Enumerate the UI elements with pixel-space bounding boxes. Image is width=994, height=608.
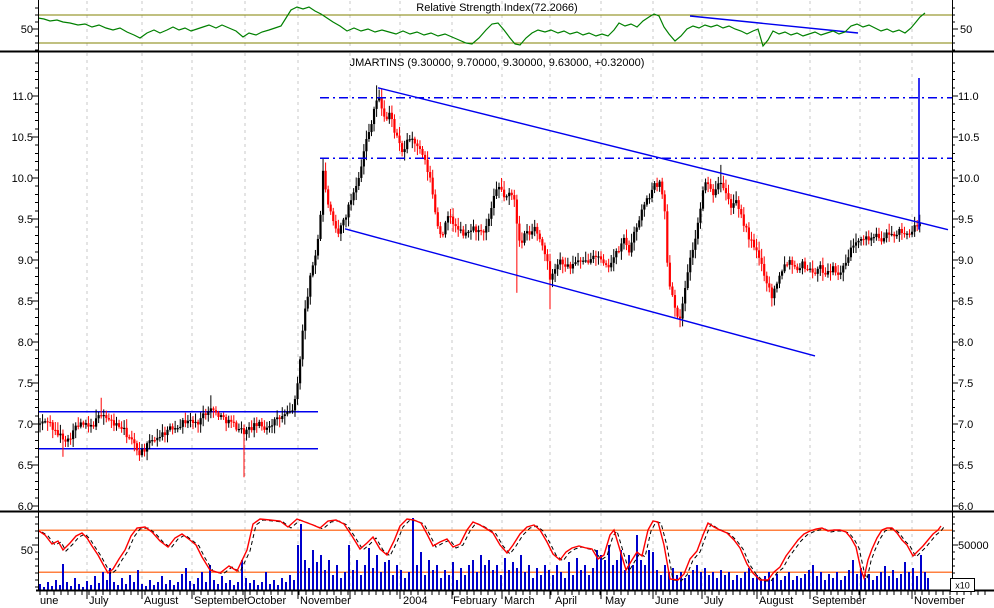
stochastic-volume-panel[interactable] <box>38 518 952 590</box>
rsi-right-axis-label: 50 <box>960 24 972 36</box>
x-axis-month-label: July <box>704 595 724 607</box>
stochastic-left-axis-label: 50 <box>21 545 33 557</box>
price-axis-tick-label: 8.0 <box>18 337 33 349</box>
price-axis-tick-label: 6.5 <box>18 460 33 472</box>
x-axis-month-label: March <box>504 595 535 607</box>
multiplier-badge-box <box>950 578 975 592</box>
price-axis-tick-label: 9.5 <box>18 214 33 226</box>
x-axis-month-label: June <box>655 595 679 607</box>
x-axis-month-label: August <box>759 595 793 607</box>
price-axis-tick-label: 8.5 <box>958 296 973 308</box>
x-axis-month-label: August <box>144 595 178 607</box>
candlestick-price-panel[interactable] <box>38 77 952 478</box>
price-axis-tick-label: 8.5 <box>18 296 33 308</box>
price-axis-tick-label: 9.5 <box>958 214 973 226</box>
price-panel-title: JMARTINS (9.30000, 9.70000, 9.30000, 9.6… <box>350 57 645 69</box>
axis-value-labels: 11.0 11.0 10.5 10.5 10.0 10.0 9.5 9.5 9.0 9.0 8.5 8… <box>12 91 980 607</box>
price-axis-tick-label: 7.0 <box>958 419 973 431</box>
x-axis-month-label: 2004 <box>403 595 427 607</box>
price-axis-tick-label: 11.0 <box>12 91 33 103</box>
price-axis-tick-label: 8.0 <box>958 337 973 349</box>
price-axis-tick-label: 6.0 <box>18 501 33 513</box>
rsi-panel-title: Relative Strength Index(72.2066) <box>416 2 577 14</box>
x-axis-month-label: November <box>914 595 965 607</box>
x-axis-month-label: November <box>300 595 351 607</box>
x-axis-month-label: February <box>453 595 498 607</box>
x-axis-month-label: une <box>40 595 58 607</box>
multiplier-badge-label: x10 <box>955 581 970 591</box>
price-axis-tick-label: 10.5 <box>958 132 979 144</box>
price-axis-tick-label: 7.0 <box>18 419 33 431</box>
price-axis-tick-label: 10.5 <box>12 132 33 144</box>
price-axis-tick-label: 10.0 <box>958 173 979 185</box>
volume-multiplier-badge: x10 <box>950 578 975 592</box>
price-axis-tick-label: 6.0 <box>958 501 973 513</box>
x-axis-month-label: October <box>247 595 286 607</box>
price-axis-tick-label: 7.5 <box>18 378 33 390</box>
price-axis-tick-label: 6.5 <box>958 460 973 472</box>
x-axis-month-label: September <box>194 595 248 607</box>
price-axis-tick-label: 9.0 <box>958 255 973 267</box>
x-axis-month-label: July <box>89 595 109 607</box>
price-axis-tick-label: 11.0 <box>958 91 979 103</box>
price-axis-tick-label: 10.0 <box>12 173 33 185</box>
rsi-left-axis-label: 50 <box>21 24 33 36</box>
price-axis-tick-label: 7.5 <box>958 378 973 390</box>
price-axis-tick-label: 9.0 <box>18 255 33 267</box>
x-axis-month-label: September <box>812 595 866 607</box>
x-axis-month-label: May <box>605 595 626 607</box>
rsi-indicator-panel[interactable] <box>37 6 952 48</box>
volume-right-axis-label: 50000 <box>958 540 989 552</box>
x-axis-month-label: April <box>555 595 577 607</box>
